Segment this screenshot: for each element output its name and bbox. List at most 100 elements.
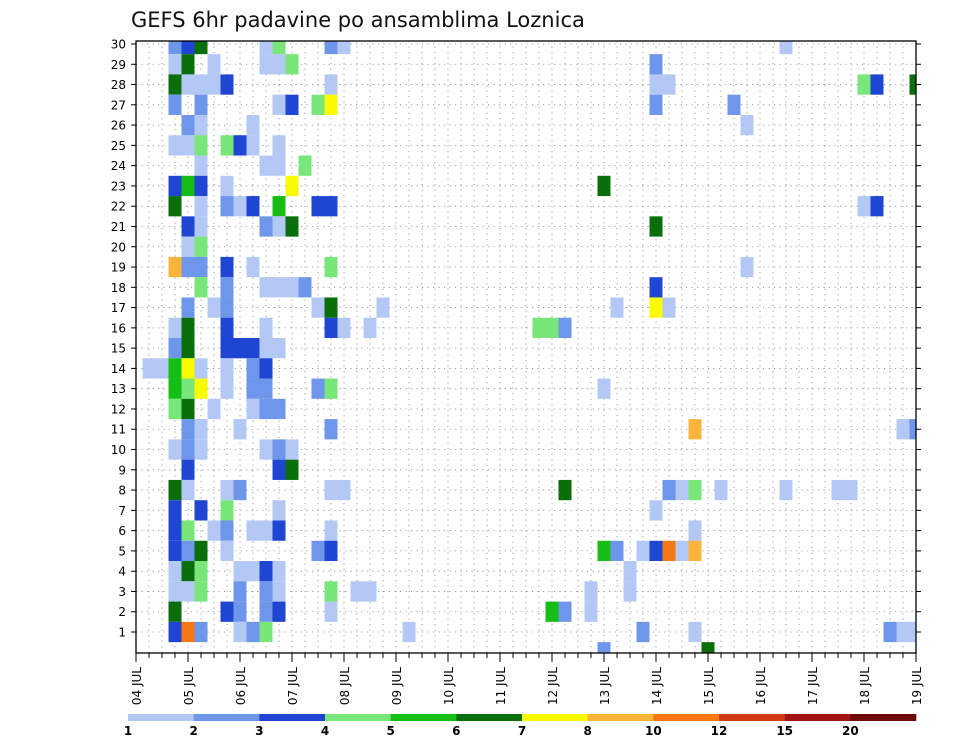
heatmap-cell: [285, 459, 299, 480]
heatmap-cell: [168, 74, 182, 95]
heatmap-cell: [233, 338, 247, 359]
heatmap-cell: [558, 317, 572, 338]
heatmap-cell: [207, 520, 221, 541]
heatmap-cell: [181, 520, 195, 541]
heatmap-cell: [532, 317, 546, 338]
heatmap-cell: [272, 459, 286, 480]
heatmap-cell: [779, 41, 793, 55]
heatmap-cell: [259, 581, 273, 602]
heatmap-cell: [207, 297, 221, 318]
heatmap-cell: [181, 216, 195, 237]
heatmap-cell: [246, 196, 260, 217]
colorbar-tick-label: 12: [711, 724, 728, 738]
heatmap-cell: [662, 74, 676, 95]
y-tick-label: 6: [118, 524, 126, 538]
heatmap-cell: [740, 114, 754, 136]
heatmap-cell: [181, 256, 195, 278]
heatmap-cell: [168, 317, 182, 338]
heatmap-cell: [272, 41, 286, 55]
y-tick-label: 10: [111, 443, 126, 457]
heatmap-cell: [181, 297, 195, 318]
heatmap-cell: [272, 561, 286, 582]
y-tick-label: 2: [118, 605, 126, 619]
heatmap-cell: [194, 358, 208, 379]
heatmap-cell: [259, 398, 273, 420]
y-tick-label: 21: [111, 220, 126, 234]
colorbar-tick-label: 1: [124, 724, 132, 738]
y-axis: 1234567891011121314151617181920212223242…: [111, 38, 921, 640]
y-tick-label: 27: [111, 98, 126, 112]
heatmap-cell: [168, 520, 182, 541]
x-tick-label: 07 JUL: [286, 667, 300, 705]
heatmap-cell: [181, 419, 195, 440]
heatmap-cell: [649, 216, 663, 237]
y-tick-label: 19: [111, 261, 126, 275]
x-tick-label: 13 JUL: [598, 667, 612, 705]
heatmap-cell: [220, 540, 234, 562]
heatmap-cell: [324, 419, 338, 440]
heatmap-cell: [857, 196, 871, 217]
heatmap-cell: [168, 175, 182, 197]
heatmap-cell: [220, 378, 234, 399]
heatmap-cell: [168, 41, 182, 55]
heatmap-cell: [220, 135, 234, 156]
heatmap-cell: [246, 256, 260, 278]
heatmap-cell: [844, 479, 858, 501]
heatmap-cell: [675, 479, 689, 501]
colorbar-swatch: [128, 714, 194, 721]
heatmap-cell: [272, 277, 286, 298]
heatmap-cell: [168, 378, 182, 399]
y-tick-label: 13: [111, 382, 126, 396]
heatmap-cell: [233, 479, 247, 501]
heatmap-cell: [272, 135, 286, 156]
heatmap-cell: [909, 419, 916, 440]
heatmap-cell: [285, 277, 299, 298]
x-tick-label: 18 JUL: [858, 667, 872, 705]
heatmap-cell: [688, 540, 702, 562]
heatmap-cell: [870, 74, 884, 95]
heatmap-cell: [376, 297, 390, 318]
heatmap-cell: [220, 74, 234, 95]
heatmap-cell: [233, 561, 247, 582]
y-tick-label: 28: [111, 78, 126, 92]
heatmap-cell: [883, 621, 897, 643]
heatmap-cell: [324, 540, 338, 562]
heatmap-cell: [181, 236, 195, 257]
colorbar-swatch: [325, 714, 391, 721]
heatmap-cell: [623, 561, 637, 582]
heatmap-cell: [220, 338, 234, 359]
y-tick-label: 5: [118, 544, 126, 558]
heatmap-cell: [194, 41, 208, 55]
heatmap-cell: [324, 479, 338, 501]
heatmap-cell: [298, 277, 312, 298]
heatmap-cell: [168, 256, 182, 278]
colorbar-tick-label: 7: [518, 724, 526, 738]
heatmap-cell: [220, 196, 234, 217]
heatmap-cell: [233, 581, 247, 602]
heatmap-cell: [831, 479, 845, 501]
heatmap-cell: [194, 216, 208, 237]
y-tick-label: 9: [118, 463, 126, 477]
heatmap-cell: [272, 338, 286, 359]
heatmap-cell: [207, 74, 221, 95]
colorbar: 1 2 3 4 5 6 7 8 10 12 15 20: [124, 714, 917, 738]
colorbar-swatch: [587, 714, 654, 721]
colorbar-swatch: [784, 714, 851, 721]
heatmap-cell: [220, 297, 234, 318]
heatmap-cell: [233, 601, 247, 622]
heatmap-cell: [194, 256, 208, 278]
colorbar-tick-label: 6: [452, 724, 460, 738]
heatmap-cell: [324, 256, 338, 278]
heatmap-cell: [311, 196, 325, 217]
heatmap-cell: [259, 378, 273, 399]
heatmap-cell: [649, 540, 663, 562]
heatmap-cell: [207, 398, 221, 420]
x-tick-label: 14 JUL: [650, 667, 664, 705]
heatmap-cell: [272, 439, 286, 460]
heatmap-cell: [272, 398, 286, 420]
heatmap-cell: [168, 196, 182, 217]
x-tick-label: 08 JUL: [338, 667, 352, 705]
heatmap-cell: [324, 41, 338, 55]
heatmap-cell: [272, 601, 286, 622]
